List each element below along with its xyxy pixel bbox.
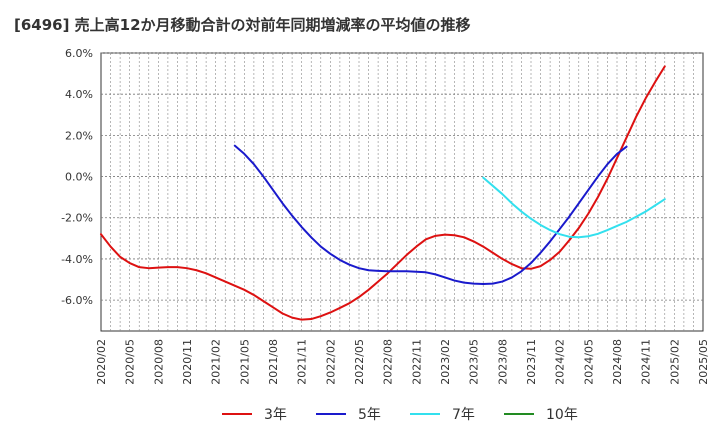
x-tick-label: 2021/05	[238, 339, 251, 385]
x-tick-label: 2023/11	[525, 339, 538, 385]
y-tick-label: -6.0%	[61, 294, 93, 307]
x-tick-label: 2025/02	[668, 339, 681, 385]
y-tick-label: 6.0%	[65, 47, 93, 60]
legend-label: 5年	[358, 407, 381, 423]
x-tick-label: 2022/08	[382, 339, 395, 385]
x-tick-label: 2023/08	[496, 339, 509, 385]
legend-label: 10年	[546, 407, 578, 423]
x-tick-label: 2020/11	[181, 339, 194, 385]
x-tick-label: 2020/05	[124, 339, 137, 385]
x-tick-label: 2023/05	[468, 339, 481, 385]
x-tick-label: 2022/02	[324, 339, 337, 385]
x-tick-label: 2023/02	[439, 339, 452, 385]
series-line-3年	[100, 65, 666, 321]
legend-label: 3年	[264, 407, 287, 423]
y-tick-label: 0.0%	[65, 171, 93, 184]
x-tick-label: 2024/11	[640, 339, 653, 385]
x-tick-label: 2022/11	[410, 339, 423, 385]
y-tick-label: -4.0%	[61, 253, 93, 266]
series-line-7年	[482, 176, 666, 239]
x-tick-label: 2021/11	[296, 339, 309, 385]
x-tick-label: 2024/05	[582, 339, 595, 385]
series-line-5年	[233, 144, 628, 286]
x-tick-label: 2024/02	[554, 339, 567, 385]
x-tick-label: 2022/05	[353, 339, 366, 385]
legend-label: 7年	[452, 407, 475, 423]
x-tick-label: 2021/02	[210, 339, 223, 385]
x-tick-label: 2020/08	[152, 339, 165, 385]
chart-title: [6496] 売上高12か月移動合計の対前年同期増減率の平均値の推移	[14, 16, 471, 34]
y-tick-label: -2.0%	[61, 212, 93, 225]
y-tick-label: 4.0%	[65, 88, 93, 101]
x-tick-label: 2025/05	[697, 339, 710, 385]
y-tick-label: 2.0%	[65, 129, 93, 142]
x-tick-label: 2024/08	[611, 339, 624, 385]
x-tick-label: 2020/02	[95, 339, 108, 385]
x-tick-label: 2021/08	[267, 339, 280, 385]
plot-area	[100, 52, 704, 332]
